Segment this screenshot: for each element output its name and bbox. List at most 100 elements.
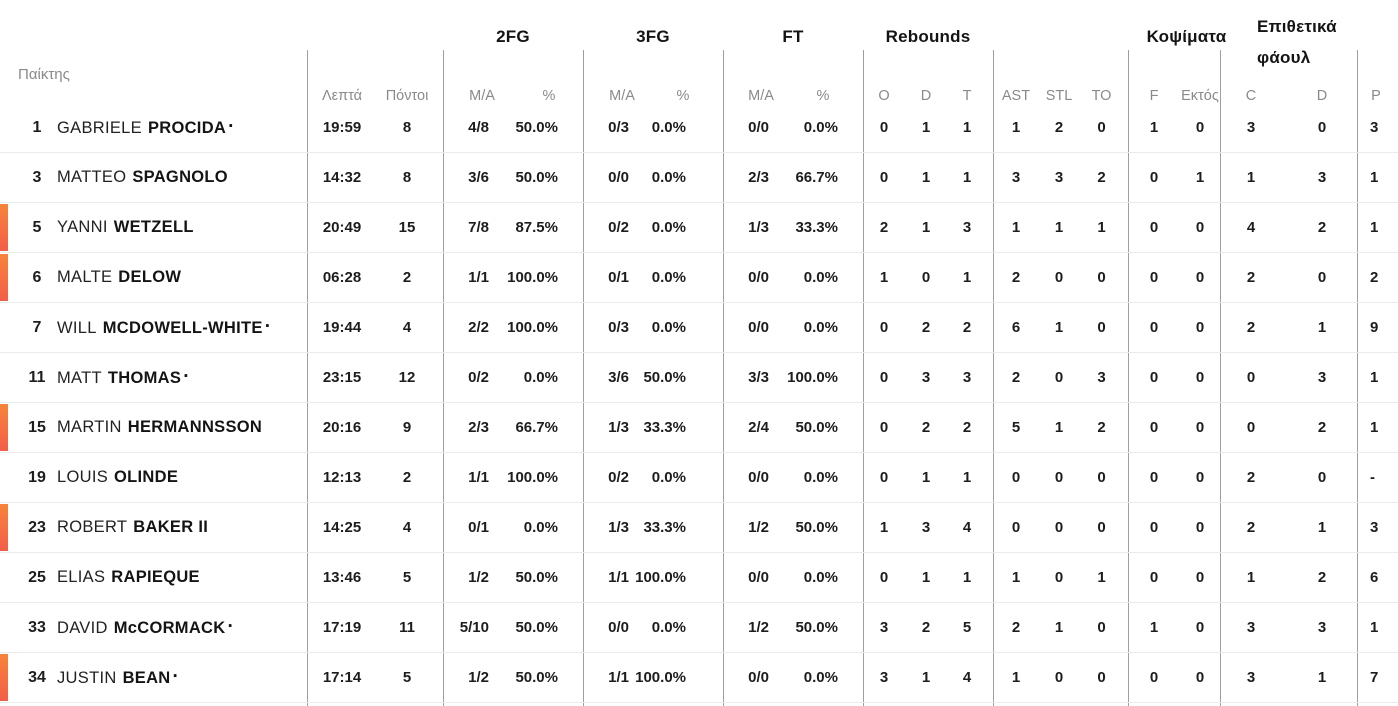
- 2fg-made-attempted-cell: 0/2: [468, 369, 489, 386]
- ft-made-attempted-cell: 2/4: [748, 419, 769, 436]
- pir-cell-clipped: 1: [1370, 369, 1379, 386]
- jersey-number: 19: [28, 469, 46, 486]
- 3fg-percent-cell: 100.0%: [635, 669, 686, 686]
- 3fg-percent-cell: 0.0%: [651, 269, 686, 286]
- player-row[interactable]: 34 JUSTIN BEAN · 17:14 5 1/2 50.0% 1/1 100…: [0, 653, 1398, 703]
- column-header-reb-defensive: D: [920, 88, 932, 104]
- points-cell: 8: [402, 169, 412, 186]
- offensive-rebounds-cell: 0: [879, 369, 889, 386]
- turnovers-cell: 0: [1097, 519, 1106, 536]
- player-name: JUSTIN BEAN ·: [57, 653, 179, 702]
- blocks-against-cell: 0: [1195, 569, 1205, 586]
- defensive-rebounds-cell: 1: [921, 219, 931, 236]
- group-header-offensive-fouls: Επιθετικά φάουλ: [1257, 17, 1337, 67]
- 3fg-percent-cell: 0.0%: [651, 169, 686, 186]
- offensive-rebounds-cell: 0: [879, 469, 889, 486]
- pir-cell-clipped: 3: [1370, 119, 1379, 136]
- 3fg-made-attempted-cell: 0/2: [608, 469, 629, 486]
- defensive-rebounds-cell: 1: [921, 669, 931, 686]
- group-header-3fg: 3FG: [636, 27, 670, 46]
- points-cell: 2: [402, 269, 412, 286]
- starter-dot: ·: [183, 366, 190, 387]
- defensive-rebounds-cell: 1: [921, 569, 931, 586]
- starter-dot: ·: [172, 666, 179, 687]
- column-header-blocks-for: F: [1149, 88, 1159, 104]
- offensive-rebounds-cell: 0: [879, 169, 889, 186]
- player-name: GABRIELE PROCIDA ·: [57, 103, 234, 152]
- player-first-name: YANNI: [57, 218, 108, 236]
- points-cell: 5: [402, 569, 412, 586]
- steals-cell: 1: [1054, 319, 1064, 336]
- table-rows: 1 GABRIELE PROCIDA · 19:59 8 4/8 50.0% 0/3…: [0, 103, 1398, 703]
- player-row[interactable]: 6 MALTE DELOW 06:28 2 1/1 100.0% 0/1 0.0%…: [0, 253, 1398, 303]
- 2fg-percent-cell: 50.0%: [515, 619, 558, 636]
- player-row[interactable]: 33 DAVID McCORMACK · 17:19 11 5/10 50.0% 0…: [0, 603, 1398, 653]
- jersey-number: 15: [28, 419, 46, 436]
- player-row[interactable]: 5 YANNI WETZELL 20:49 15 7/8 87.5% 0/2 0.…: [0, 203, 1398, 253]
- steals-cell: 0: [1054, 669, 1064, 686]
- column-divider: [583, 50, 584, 706]
- 2fg-percent-cell: 50.0%: [515, 169, 558, 186]
- player-row[interactable]: 7 WILL MCDOWELL-WHITE · 19:44 4 2/2 100.0%…: [0, 303, 1398, 353]
- player-row[interactable]: 1 GABRIELE PROCIDA · 19:59 8 4/8 50.0% 0/3…: [0, 103, 1398, 153]
- column-header-reb-total: T: [962, 88, 972, 104]
- starter-dot: ·: [227, 616, 234, 637]
- 2fg-percent-cell: 100.0%: [507, 269, 558, 286]
- fouls-committed-cell: 2: [1246, 519, 1256, 536]
- pir-cell-clipped: 7: [1370, 669, 1379, 686]
- fouls-committed-cell: 0: [1246, 419, 1256, 436]
- blocks-for-cell: 0: [1149, 169, 1159, 186]
- on-court-bar: [0, 204, 8, 251]
- player-last-name: OLINDE: [114, 468, 179, 486]
- minutes-cell: 23:15: [322, 369, 362, 386]
- column-divider: [443, 50, 444, 706]
- offensive-rebounds-cell: 3: [879, 619, 889, 636]
- 3fg-percent-cell: 33.3%: [643, 519, 686, 536]
- fouls-drawn-cell: 1: [1317, 669, 1327, 686]
- player-last-name: BEAN: [122, 669, 171, 687]
- assists-cell: 3: [1011, 169, 1021, 186]
- on-court-bar: [0, 404, 8, 451]
- jersey-number: 7: [32, 319, 42, 336]
- 2fg-made-attempted-cell: 2/2: [468, 319, 489, 336]
- jersey-number: 5: [32, 219, 42, 236]
- 3fg-made-attempted-cell: 1/3: [608, 519, 629, 536]
- total-rebounds-cell: 4: [962, 669, 972, 686]
- steals-cell: 2: [1054, 119, 1064, 136]
- ft-percent-cell: 100.0%: [787, 369, 838, 386]
- minutes-cell: 14:32: [322, 169, 362, 186]
- blocks-for-cell: 0: [1149, 519, 1159, 536]
- column-divider: [307, 50, 308, 706]
- blocks-for-cell: 0: [1149, 369, 1159, 386]
- ft-made-attempted-cell: 0/0: [748, 469, 769, 486]
- blocks-for-cell: 0: [1149, 319, 1159, 336]
- blocks-against-cell: 0: [1195, 669, 1205, 686]
- 2fg-made-attempted-cell: 2/3: [468, 419, 489, 436]
- player-first-name: MARTIN: [57, 418, 122, 436]
- player-name: MATTEO SPAGNOLO: [57, 153, 228, 202]
- player-first-name: ROBERT: [57, 518, 128, 536]
- ft-made-attempted-cell: 0/0: [748, 319, 769, 336]
- defensive-rebounds-cell: 2: [921, 319, 931, 336]
- assists-cell: 1: [1011, 119, 1021, 136]
- player-row[interactable]: 3 MATTEO SPAGNOLO 14:32 8 3/6 50.0% 0/0 0…: [0, 153, 1398, 203]
- player-row[interactable]: 15 MARTIN HERMANNSSON 20:16 9 2/3 66.7% 1…: [0, 403, 1398, 453]
- ft-percent-cell: 0.0%: [803, 119, 838, 136]
- 2fg-percent-cell: 87.5%: [515, 219, 558, 236]
- offensive-rebounds-cell: 0: [879, 569, 889, 586]
- steals-cell: 0: [1054, 369, 1064, 386]
- player-name: MARTIN HERMANNSSON: [57, 403, 262, 452]
- turnovers-cell: 1: [1097, 219, 1106, 236]
- pir-cell-clipped: 1: [1370, 419, 1379, 436]
- player-row[interactable]: 23 ROBERT BAKER II 14:25 4 0/1 0.0% 1/3 3…: [0, 503, 1398, 553]
- pir-cell-clipped: 6: [1370, 569, 1379, 586]
- player-row[interactable]: 11 MATT THOMAS · 23:15 12 0/2 0.0% 3/6 50.…: [0, 353, 1398, 403]
- player-row[interactable]: 19 LOUIS OLINDE 12:13 2 1/1 100.0% 0/2 0.…: [0, 453, 1398, 503]
- blocks-against-cell: 0: [1195, 369, 1205, 386]
- player-row[interactable]: 25 ELIAS RAPIEQUE 13:46 5 1/2 50.0% 1/1 1…: [0, 553, 1398, 603]
- fouls-committed-cell: 2: [1246, 469, 1256, 486]
- offensive-rebounds-cell: 0: [879, 119, 889, 136]
- fouls-committed-cell: 2: [1246, 319, 1256, 336]
- group-header-ft: FT: [782, 27, 804, 46]
